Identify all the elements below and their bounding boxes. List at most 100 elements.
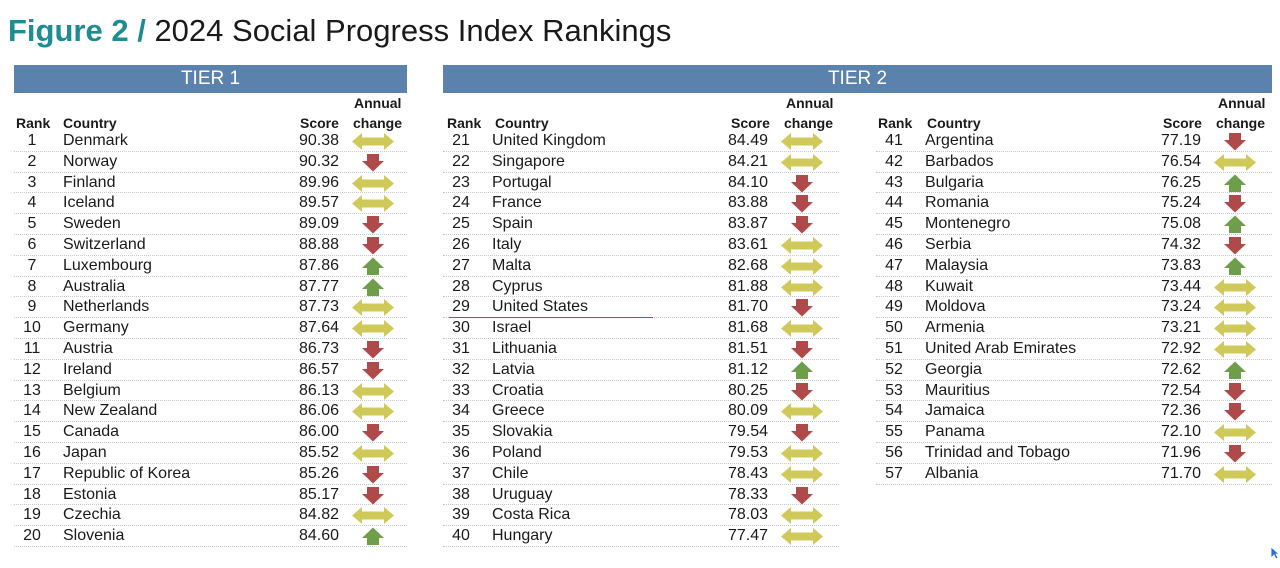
annual-change-cell <box>778 277 826 298</box>
arrow-down-icon <box>362 153 384 172</box>
arrow-up-icon <box>1224 174 1246 192</box>
rank-cell: 32 <box>452 360 470 378</box>
country-cell: Netherlands <box>63 298 150 316</box>
country-cell: Israel <box>492 319 532 337</box>
rank-cell: 1 <box>27 132 37 149</box>
mouse-cursor-icon <box>1270 546 1280 560</box>
rank-cell: 20 <box>23 527 41 545</box>
rank-cell: 6 <box>27 236 37 253</box>
country-cell: Australia <box>63 277 126 295</box>
annual-change-cell <box>778 318 826 339</box>
row-divider <box>876 400 1272 402</box>
arrow-down-icon <box>1224 133 1246 151</box>
table-row: 31 Lithuania 81.51 <box>443 339 839 360</box>
arrow-down-icon <box>791 486 813 505</box>
table-row: 57 Albania 71.70 <box>876 464 1272 485</box>
table-row: 8 Australia 87.77 <box>14 277 407 298</box>
rank-cell: 44 <box>885 194 903 212</box>
row-divider <box>876 358 1272 360</box>
score-cell: 78.33 <box>727 485 768 503</box>
row-divider <box>14 400 407 402</box>
country-cell: Singapore <box>492 152 565 170</box>
rank-cell: 43 <box>885 173 903 191</box>
score-cell: 71.96 <box>1160 444 1201 461</box>
figure-title: Figure 2 / 2024 Social Progress Index Ra… <box>8 12 671 50</box>
rank-cell: 47 <box>885 256 903 274</box>
row-divider <box>14 213 407 215</box>
arrow-up-icon <box>1224 257 1246 275</box>
row-divider <box>443 379 839 381</box>
arrow-same-icon <box>352 133 394 150</box>
rank-cell: 40 <box>452 527 470 545</box>
arrow-same-icon <box>1214 341 1256 358</box>
row-divider <box>876 296 1272 298</box>
row-divider <box>876 275 1272 277</box>
annual-change-cell <box>1211 443 1259 464</box>
row-divider <box>14 171 407 173</box>
country-cell: Kuwait <box>925 277 974 295</box>
rank-cell: 38 <box>452 485 470 503</box>
country-cell: Switzerland <box>63 236 146 253</box>
arrow-up-icon <box>362 527 384 546</box>
score-cell: 79.54 <box>727 423 768 441</box>
score-cell: 84.21 <box>727 152 768 170</box>
rank-cell: 45 <box>885 215 903 233</box>
table-row: 7 Luxembourg 87.86 <box>14 256 407 277</box>
country-cell: Czechia <box>63 506 121 524</box>
row-divider <box>443 275 839 277</box>
annual-change-cell <box>778 526 826 547</box>
table-row: 10 Germany 87.64 <box>14 318 407 339</box>
annual-header: Annual <box>1218 95 1266 111</box>
annual-change-cell <box>778 193 826 214</box>
country-cell: Finland <box>63 173 116 191</box>
arrow-down-icon <box>362 216 384 234</box>
row-divider <box>14 462 407 464</box>
rank-cell: 8 <box>27 277 37 295</box>
arrow-down-icon <box>1224 382 1246 401</box>
highlight-underline <box>449 316 653 318</box>
country-cell: Barbados <box>925 152 994 170</box>
change-header: change <box>1216 115 1266 131</box>
country-cell: Greece <box>492 402 545 420</box>
arrow-down-icon <box>791 174 813 193</box>
annual-change-cell <box>778 339 826 360</box>
score-cell: 72.92 <box>1160 340 1201 357</box>
row-divider <box>876 317 1272 319</box>
score-cell: 83.88 <box>727 194 768 212</box>
rank-cell: 24 <box>452 194 470 212</box>
arrow-up-icon <box>1224 215 1246 234</box>
arrow-up-icon <box>1224 361 1246 379</box>
annual-change-cell <box>349 339 397 360</box>
table-row: 49 Moldova 73.24 <box>876 297 1272 319</box>
score-cell: 76.25 <box>1160 173 1201 191</box>
annual-change-cell <box>1211 318 1259 339</box>
rank-cell: 37 <box>452 464 470 482</box>
table-row: 5 Sweden 89.09 <box>14 214 407 235</box>
annual-change-cell <box>778 464 826 485</box>
annual-change-cell <box>1211 464 1259 485</box>
score-cell: 72.10 <box>1160 423 1201 441</box>
table-row: 22 Singapore 84.21 <box>443 152 839 173</box>
table-row: 40 Hungary 77.47 <box>443 526 839 547</box>
row-divider <box>443 192 839 194</box>
rank-cell: 4 <box>27 194 37 212</box>
arrow-down-icon <box>1224 403 1246 421</box>
country-cell: Belgium <box>63 381 121 399</box>
country-cell: Poland <box>492 444 542 461</box>
table-row: 1 Denmark 90.38 <box>14 131 407 152</box>
arrow-same-icon <box>352 299 394 317</box>
score-cell: 90.38 <box>298 132 339 149</box>
score-cell: 86.57 <box>298 360 339 378</box>
table-row: 50 Armenia 73.21 <box>876 318 1272 339</box>
country-cell: Panama <box>925 423 985 441</box>
annual-change-cell <box>349 193 397 214</box>
table-row: 28 Cyprus 81.88 <box>443 277 839 298</box>
country-cell: Canada <box>63 423 120 441</box>
score-cell: 72.62 <box>1160 360 1201 378</box>
score-header: Score <box>300 115 339 131</box>
score-cell: 86.00 <box>298 423 339 441</box>
change-header: change <box>353 115 403 131</box>
table-row: 48 Kuwait 73.44 <box>876 277 1272 298</box>
table-row: 46 Serbia 74.32 <box>876 235 1272 256</box>
row-divider <box>876 233 1272 235</box>
